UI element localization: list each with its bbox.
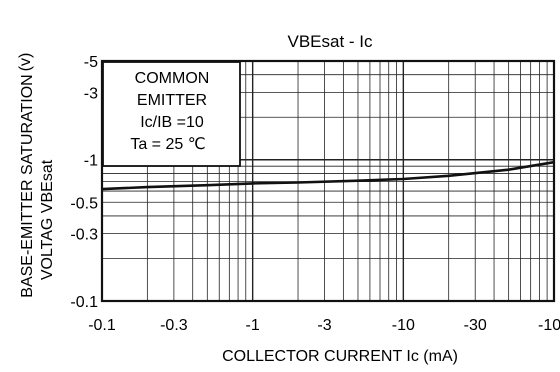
x-tick-label: -0.3 [160,317,188,334]
y-axis-label-line1: BASE-EMITTER SATURATION [19,74,36,297]
x-tick-label: -3 [317,317,331,334]
y-tick-label: -0.1 [70,294,98,311]
x-tick-label: -100 [538,317,560,334]
legend-line: COMMON [135,70,210,87]
x-tick-labels: -0.1 -0.3 -1 -3 -10 -30 -100 [88,317,560,334]
legend-line: EMITTER [137,92,207,109]
y-tick-label: -3 [84,85,98,102]
legend: COMMON EMITTER Ic/IB =10 Ta = 25 ℃ [130,70,209,153]
y-tick-label: -5 [84,54,98,71]
x-tick-label: -30 [464,317,487,334]
legend-box [102,61,241,167]
x-tick-label: -0.1 [88,317,116,334]
x-tick-label: -1 [246,317,260,334]
y-tick-labels: -0.1 -0.3 -0.5 -1 -3 -5 [70,54,98,311]
legend-line: Ic/IB =10 [140,114,204,131]
y-tick-label: -0.3 [70,227,98,244]
y-axis-unit: (v) [17,53,34,72]
legend-line: Ta = 25 ℃ [130,136,205,153]
y-tick-label: -0.5 [70,195,98,212]
x-tick-label: -10 [392,317,415,334]
y-axis-label-line2: VOLTAG VBEsat [39,159,56,280]
plot-frame [100,59,556,303]
chart-title: VBEsat - Ic [287,32,373,51]
x-axis-label: COLLECTOR CURRENT Ic (mA) [222,348,458,365]
y-tick-label: -1 [84,153,98,170]
series-line [101,160,555,191]
